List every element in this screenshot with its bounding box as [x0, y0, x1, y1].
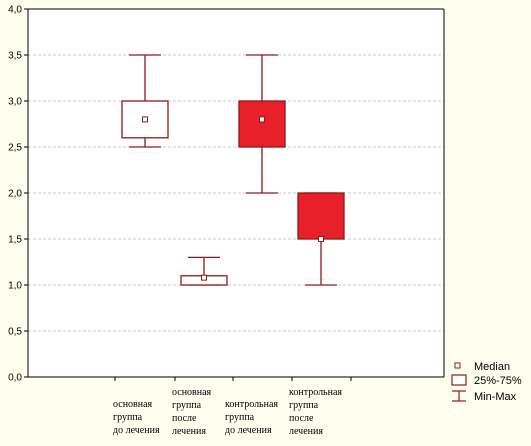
category-label: контрольная группа до лечения [225, 399, 278, 436]
y-tick-label: 3,0 [8, 97, 22, 108]
category-label-line: до лечения [113, 425, 160, 436]
legend-median-label: Median [474, 361, 510, 373]
median-marker [142, 116, 148, 123]
y-tick-label: 1,5 [8, 235, 22, 246]
y-axis: 0,0 0,5 1,0 1,5 2,0 2,5 3,0 3,5 4,0 [8, 5, 445, 384]
category-label-line: контрольная [289, 387, 342, 398]
box-group-2 [180, 256, 228, 286]
category-label: контрольная группа после лечения [289, 387, 342, 437]
median-marker [201, 274, 207, 281]
legend-median-icon [454, 362, 461, 369]
boxes [121, 54, 345, 286]
category-label-line: лечения [172, 426, 206, 437]
box-group-4 [297, 192, 345, 286]
category-label-line: лечения [289, 426, 323, 437]
median-marker [259, 116, 265, 123]
legend-whisker-label: Min-Max [474, 391, 517, 403]
category-label-line: до лечения [225, 425, 272, 436]
legend-box-label: 25%-75% [474, 375, 522, 387]
legend-box-icon [451, 374, 467, 386]
y-tick-label: 4,0 [8, 5, 22, 16]
box-iqr [238, 100, 286, 148]
y-tick-label: 2,5 [8, 143, 22, 154]
box-group-1 [121, 54, 169, 148]
box-iqr [297, 192, 345, 240]
legend: Median 25%-75% Min-Max [451, 361, 522, 403]
category-label-line: группа [289, 400, 319, 411]
category-label: основная группа после лечения [172, 387, 212, 437]
category-label-line: основная [172, 387, 212, 398]
y-tick-label: 2,0 [8, 189, 22, 200]
y-tick-label: 0,0 [8, 373, 22, 384]
category-label-line: после [172, 413, 197, 424]
legend-whisker-icon [452, 390, 466, 402]
y-tick-label: 1,0 [8, 281, 22, 292]
category-label-line: основная [113, 399, 153, 410]
grid-lines [28, 8, 444, 332]
category-label-line: группа [225, 412, 255, 423]
category-label-line: группа [172, 400, 202, 411]
category-label: основная группа до лечения [113, 399, 160, 436]
category-labels: основная группа до лечения основная группа по… [113, 387, 342, 437]
category-label-line: группа [113, 412, 143, 423]
y-tick-label: 0,5 [8, 327, 22, 338]
category-label-line: контрольная [225, 399, 278, 410]
box-group-3 [238, 54, 286, 194]
category-label-line: после [289, 413, 314, 424]
y-tick-label: 3,5 [8, 51, 22, 62]
median-marker [318, 236, 324, 242]
